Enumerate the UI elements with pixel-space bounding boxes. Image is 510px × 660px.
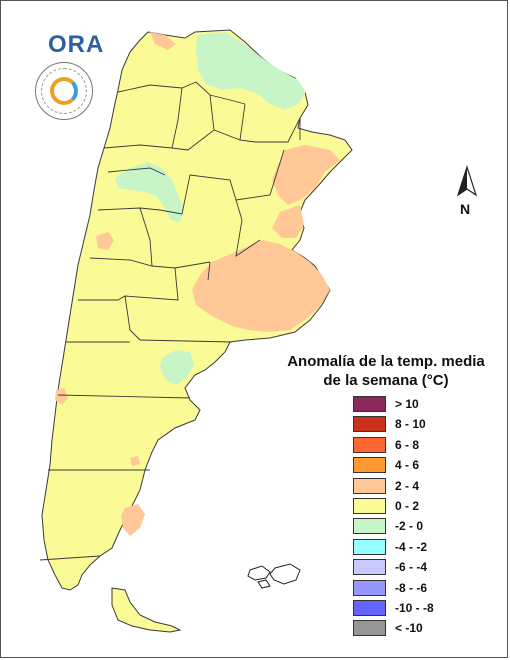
tierra-del-fuego	[111, 587, 182, 633]
seal-core	[50, 77, 78, 105]
logo-text: ORA	[48, 31, 105, 58]
legend-swatch	[353, 620, 386, 637]
legend-title-line1: Anomalía de la temp. media	[287, 353, 485, 370]
legend-swatch	[353, 457, 386, 474]
legend-swatch	[353, 436, 386, 453]
legend-swatch	[353, 600, 386, 616]
legend-title-line2: de la semana (°C)	[323, 372, 449, 389]
cool-anomaly-areas	[115, 32, 306, 385]
argentina-mainland	[41, 29, 353, 591]
legend-label: 4 - 6	[395, 458, 420, 473]
legend-label: < -10	[395, 621, 423, 636]
seal-logo	[35, 62, 93, 120]
legend-label: 0 - 2	[395, 499, 420, 513]
legend-label: > 10	[395, 397, 419, 411]
legend-label: -2 - 0	[395, 519, 424, 534]
legend-swatch	[353, 538, 386, 555]
province-borders	[39, 81, 301, 561]
legend-title: Anomalía de la temp. media de la semana …	[276, 352, 496, 390]
legend-label: -6 - -4	[395, 560, 428, 575]
legend-swatch	[353, 396, 386, 412]
legend-label: -4 - -2	[395, 539, 428, 554]
legend-swatch	[353, 498, 386, 514]
legend-label: 6 - 8	[395, 437, 420, 452]
malvinas-islands	[247, 563, 301, 589]
north-label: N	[460, 201, 471, 217]
warm-anomaly-areas	[55, 32, 340, 536]
legend-label: 8 - 10	[395, 417, 426, 432]
seal-ring	[41, 68, 87, 114]
legend-swatch	[353, 559, 386, 576]
legend-label: -10 - -8	[395, 601, 434, 615]
legend-label: -8 - -6	[395, 580, 428, 595]
north-arrow: N	[452, 163, 482, 223]
legend-swatch	[353, 579, 386, 596]
legend-swatch	[353, 416, 386, 433]
legend-label: 2 - 4	[395, 478, 420, 493]
legend-swatch	[353, 477, 386, 494]
legend-swatch	[353, 518, 386, 535]
north-arrow-icon	[456, 165, 478, 197]
